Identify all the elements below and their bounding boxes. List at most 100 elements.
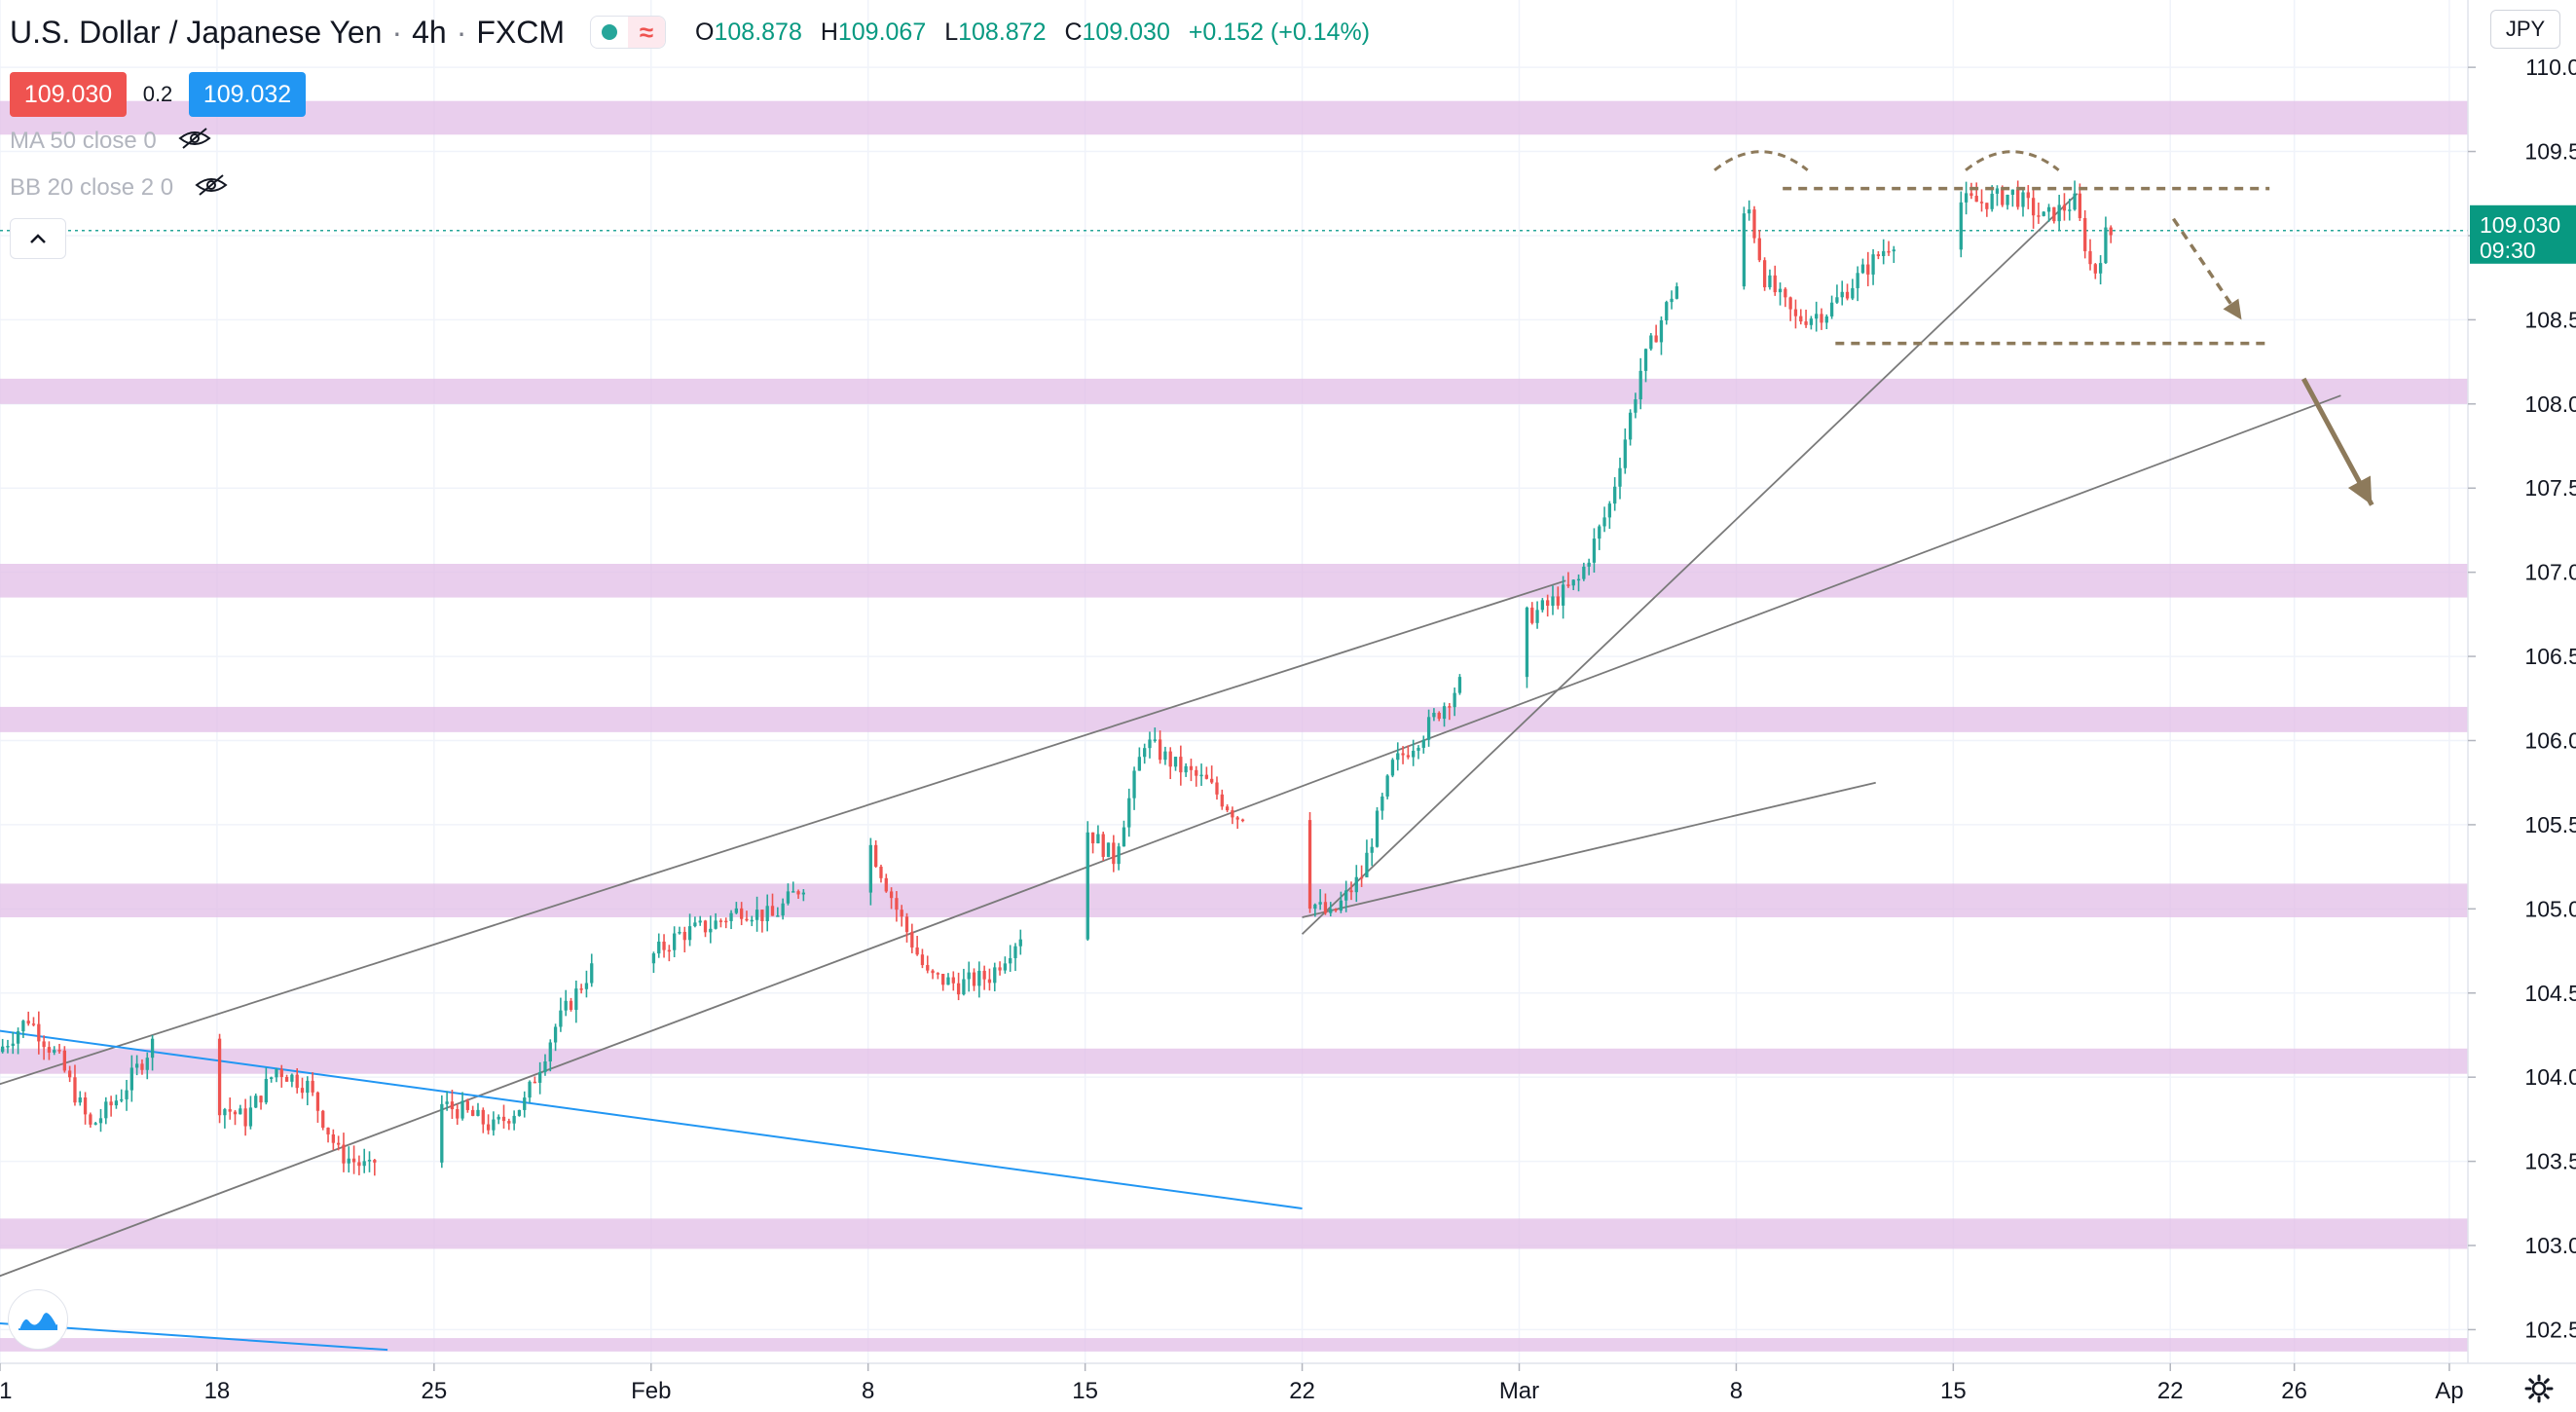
candle-body	[1773, 275, 1777, 293]
candle	[476, 1102, 480, 1117]
eye-hidden-icon[interactable]	[178, 127, 211, 157]
candle-body	[678, 931, 681, 934]
candle-body	[1106, 842, 1111, 857]
candle-body	[1535, 610, 1539, 623]
candle-body	[1090, 832, 1095, 844]
candle	[693, 916, 697, 928]
candle	[760, 910, 764, 933]
candle	[1995, 185, 2000, 206]
candle-body	[1096, 834, 1100, 844]
buy-button[interactable]: 109.032	[189, 72, 306, 117]
candle	[1417, 745, 1420, 760]
symbol-title[interactable]: U.S. Dollar / Japanese Yen	[10, 14, 383, 50]
candle	[2006, 194, 2009, 210]
candle	[1882, 239, 1886, 265]
candle	[2037, 203, 2041, 224]
candle	[1132, 766, 1136, 810]
candle	[1090, 832, 1095, 854]
candle-body	[1412, 750, 1416, 758]
price-tick-label: 107.500	[2524, 475, 2576, 501]
candle-body	[579, 988, 583, 990]
candle	[1158, 730, 1162, 764]
candle	[300, 1077, 305, 1099]
candle	[1117, 842, 1121, 871]
candle-body	[492, 1119, 496, 1131]
candle-body	[2068, 209, 2072, 211]
candle-body	[667, 949, 672, 952]
delayed-data-icon[interactable]: ≈	[628, 17, 666, 48]
candle-body	[1086, 832, 1089, 940]
candle	[481, 1107, 485, 1133]
candle-body	[337, 1142, 341, 1145]
candle	[1665, 300, 1669, 325]
candle	[239, 1104, 242, 1115]
candle-body	[1835, 297, 1839, 303]
candle	[456, 1103, 460, 1126]
symbol-header: U.S. Dollar / Japanese Yen · 4h · FXCM ≈…	[10, 10, 1381, 55]
candle	[2052, 206, 2056, 224]
gear-icon[interactable]	[2521, 1371, 2557, 1406]
candle-body	[1762, 260, 1767, 288]
candle-body	[1845, 291, 1850, 299]
candle	[1556, 586, 1560, 610]
time-tick-label: Ap	[2435, 1378, 2463, 1404]
candle-body	[135, 1063, 139, 1068]
candle-body	[1840, 291, 1844, 298]
eye-hidden-icon[interactable]	[195, 173, 228, 204]
candle-body	[1643, 349, 1648, 371]
candle-body	[125, 1090, 129, 1099]
candle-body	[93, 1123, 97, 1125]
candle-body	[259, 1096, 263, 1103]
candle-body	[2046, 206, 2051, 212]
candle	[1793, 299, 1798, 329]
interval-label[interactable]: 4h	[412, 14, 447, 50]
sell-button[interactable]: 109.030	[10, 72, 127, 117]
candle-body	[765, 906, 769, 921]
candle	[1592, 528, 1597, 574]
candle	[1215, 776, 1219, 800]
candle-body	[42, 1041, 46, 1048]
candle-body	[760, 910, 764, 921]
candle	[104, 1096, 108, 1125]
candle-body	[1659, 320, 1664, 343]
candle-body	[104, 1101, 108, 1119]
candle	[497, 1114, 500, 1125]
indicator-ma[interactable]: MA 50 close 0	[10, 119, 1381, 164]
candle	[579, 984, 583, 994]
candle	[1210, 765, 1214, 785]
candle	[920, 948, 925, 969]
currency-button[interactable]: JPY	[2490, 10, 2560, 49]
candle-body	[21, 1021, 25, 1032]
candle	[1385, 774, 1389, 799]
candle	[373, 1159, 377, 1176]
candle	[745, 910, 749, 922]
candle-body	[754, 910, 759, 920]
candle	[1602, 506, 1606, 533]
candle	[501, 1104, 506, 1129]
time-tick-label: 22	[1289, 1378, 1315, 1404]
price-tick-label: 108.000	[2524, 391, 2576, 417]
candle-body	[682, 931, 686, 941]
candle	[678, 926, 681, 935]
candle-body	[53, 1050, 56, 1053]
candle	[1535, 601, 1539, 629]
candle	[1307, 811, 1312, 913]
candle	[114, 1095, 119, 1109]
indicator-bb[interactable]: BB 20 close 2 0	[10, 166, 1381, 210]
candle	[1396, 742, 1400, 771]
candle	[1354, 865, 1358, 903]
candle	[1189, 759, 1194, 782]
tradingview-logo-icon[interactable]	[8, 1289, 68, 1350]
candle-body	[1592, 539, 1597, 563]
candle-body	[1799, 316, 1803, 322]
candle-body	[926, 965, 930, 971]
indicator-label: MA 50 close 0	[10, 128, 157, 154]
candle-body	[321, 1110, 325, 1129]
candle-body	[248, 1107, 253, 1127]
candle	[754, 896, 759, 932]
candle	[724, 917, 728, 929]
candle	[279, 1064, 283, 1088]
candle-body	[300, 1088, 305, 1094]
collapse-legend-button[interactable]	[10, 218, 66, 259]
